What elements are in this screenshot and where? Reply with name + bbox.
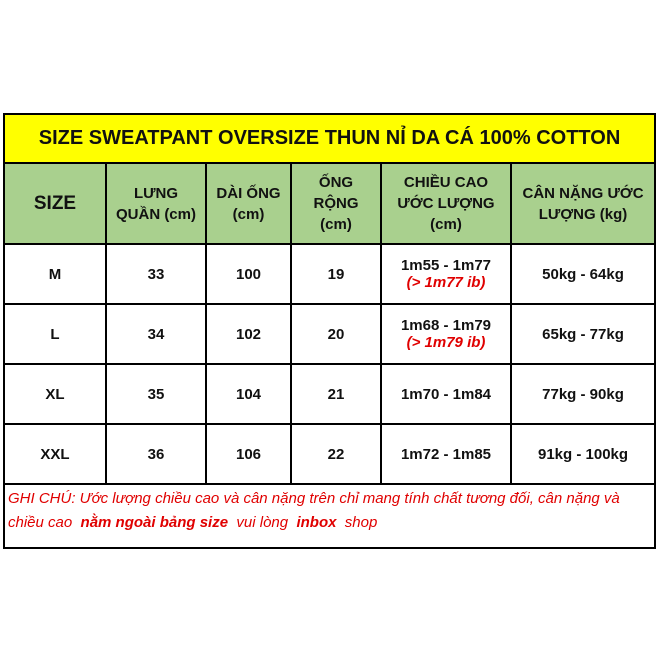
header-line: ƯỚC LƯỢNG <box>397 195 495 212</box>
cell-waist: 35 <box>105 363 207 425</box>
title-row: SIZE SWEATPANT OVERSIZE THUN NỈ DA CÁ 10… <box>2 113 657 164</box>
cell-text: XXL <box>40 445 70 463</box>
cell-height: 1m72 - 1m85 <box>380 423 512 485</box>
note-text: GHI CHÚ: Ước lượng chiều cao và cân nặng… <box>8 490 624 531</box>
header-cell: DÀI ỐNG (cm) <box>205 162 292 245</box>
note-bold: nằm ngoài bảng size <box>80 514 229 531</box>
size-row: XXL 36 106 22 1m72 - 1m85 91kg - 100kg <box>3 423 657 485</box>
note-row: GHI CHÚ: Ước lượng chiều cao và cân nặng… <box>2 483 657 549</box>
cell-leg: 19 <box>290 243 382 305</box>
cell-waist: 33 <box>105 243 207 305</box>
header-line: (cm) <box>232 205 265 223</box>
header-line: SIZE <box>33 193 77 214</box>
cell-leg: 22 <box>290 423 382 485</box>
cell-weight: 50kg - 64kg <box>509 243 657 305</box>
cell-length: 100 <box>205 243 292 305</box>
cell-text: 22 <box>327 445 345 463</box>
header-line: (cm) <box>430 216 462 233</box>
cell-weight: 65kg - 77kg <box>509 303 657 365</box>
cell-height: 1m70 - 1m84 <box>380 363 512 425</box>
header-cell: CHIỀU CAO ƯỚC LƯỢNG (cm) <box>380 162 512 245</box>
cell-text: 50kg - 64kg <box>542 265 624 283</box>
cell-text: 106 <box>235 445 262 463</box>
size-row: L 34 102 20 1m68 - 1m79 (> 1m79 ib) 65kg - 77k… <box>3 303 657 365</box>
cell-height: 1m68 - 1m79 (> 1m79 ib) <box>380 303 512 365</box>
header-line: QUẦN (cm) <box>115 205 196 223</box>
height-note: (> 1m79 ib) <box>406 334 486 351</box>
cell-text: 20 <box>327 325 345 343</box>
cell-leg: 21 <box>290 363 382 425</box>
cell-height: 1m55 - 1m77 (> 1m77 ib) <box>380 243 512 305</box>
cell-text: 104 <box>235 385 262 403</box>
header-line: RỘNG <box>313 195 359 212</box>
cell-text: 1m55 - 1m77 <box>400 257 492 274</box>
cell-text: 36 <box>147 445 165 463</box>
cell-leg: 20 <box>290 303 382 365</box>
cell-text: 102 <box>235 325 262 343</box>
cell-text: 77kg - 90kg <box>542 385 624 403</box>
cell-text: 1m68 - 1m79 <box>400 317 492 334</box>
cell-size: XL <box>3 363 107 425</box>
cell-text: L <box>50 325 60 343</box>
cell-text: M <box>48 265 62 283</box>
cell-length: 102 <box>205 303 292 365</box>
cell-text: 91kg - 100kg <box>537 445 629 463</box>
header-line: CHIỀU CAO <box>403 174 489 191</box>
cell-text: 34 <box>147 325 165 343</box>
cell-weight: 91kg - 100kg <box>509 423 657 485</box>
header-line: LƯNG <box>133 184 179 202</box>
cell-text: 35 <box>147 385 165 403</box>
header-line: ỐNG <box>318 174 354 191</box>
note-bold: inbox <box>296 514 337 531</box>
header-cell: LƯNG QUẦN (cm) <box>105 162 207 245</box>
header-row: SIZE LƯNG QUẦN (cm) DÀI ỐNG (cm) ỐNG RỘNG (cm) C… <box>3 162 657 245</box>
cell-length: 104 <box>205 363 292 425</box>
cell-text: XL <box>45 385 65 403</box>
size-row: XL 35 104 21 1m70 - 1m84 77kg - 90kg <box>3 363 657 425</box>
cell-text: 19 <box>327 265 345 283</box>
header-line: LƯỢNG (kg) <box>538 205 628 223</box>
title: SIZE SWEATPANT OVERSIZE THUN NỈ DA CÁ 10… <box>2 113 657 164</box>
note-text: vui lòng <box>228 514 297 531</box>
header-line: CÂN NẶNG ƯỚC <box>522 184 644 202</box>
header-cell: SIZE <box>3 162 107 245</box>
header-cell: CÂN NẶNG ƯỚC LƯỢNG (kg) <box>509 162 657 245</box>
cell-text: 21 <box>327 385 345 403</box>
note-text: shop <box>336 514 378 531</box>
cell-waist: 36 <box>105 423 207 485</box>
size-row: M 33 100 19 1m55 - 1m77 (> 1m77 ib) 50kg - 64k… <box>3 243 657 305</box>
cell-length: 106 <box>205 423 292 485</box>
cell-text: 1m70 - 1m84 <box>400 385 492 403</box>
height-note: (> 1m77 ib) <box>406 274 486 291</box>
cell-waist: 34 <box>105 303 207 365</box>
cell-text: 33 <box>147 265 165 283</box>
cell-text: 100 <box>235 265 262 283</box>
cell-text: 1m72 - 1m85 <box>400 445 492 463</box>
cell-size: M <box>3 243 107 305</box>
cell-size: XXL <box>3 423 107 485</box>
cell-size: L <box>3 303 107 365</box>
size-table: SIZE SWEATPANT OVERSIZE THUN NỈ DA CÁ 10… <box>2 113 657 549</box>
header-line: (cm) <box>320 216 352 233</box>
header-cell: ỐNG RỘNG (cm) <box>290 162 382 245</box>
header-line: DÀI ỐNG <box>216 184 281 202</box>
cell-text: 65kg - 77kg <box>542 325 624 343</box>
cell-weight: 77kg - 90kg <box>509 363 657 425</box>
note: GHI CHÚ: Ước lượng chiều cao và cân nặng… <box>2 483 657 549</box>
